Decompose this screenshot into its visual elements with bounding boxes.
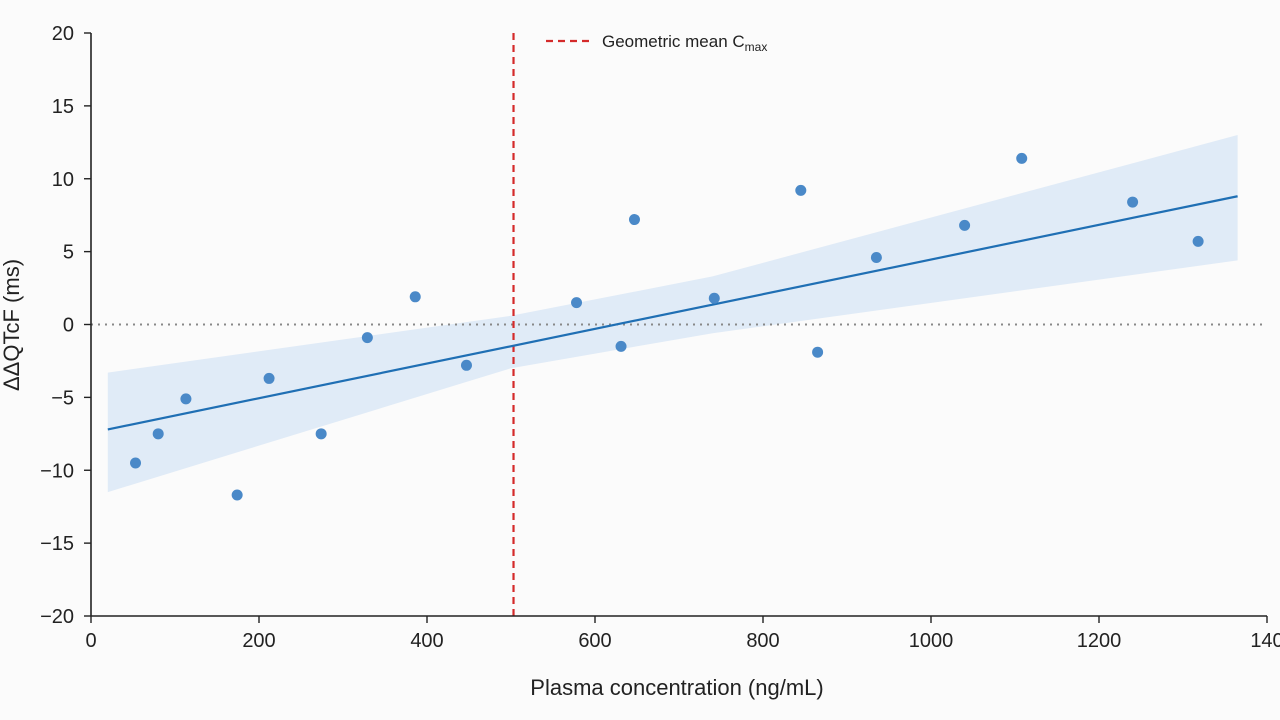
data-point-10	[571, 297, 583, 309]
x-tick-label-200: 200	[242, 630, 275, 652]
axes-layer: 0 200 400 600 800 1000 1200 140 20 15 10 5 0 −5 −10 −15…	[40, 23, 1280, 652]
data-point-6	[315, 428, 327, 440]
data-point-5	[263, 372, 275, 384]
reference-lines-layer	[91, 33, 1267, 616]
x-tick-label-0: 0	[85, 630, 96, 652]
data-points-layer	[130, 152, 1204, 501]
data-point-4	[231, 489, 243, 501]
legend-cmax-label-main: Geometric mean C	[602, 32, 745, 51]
legend: Geometric mean Cmax	[546, 32, 767, 54]
y-tick-label--20: −20	[40, 606, 74, 628]
regression-line	[107, 195, 1238, 431]
x-tick-label-1200: 1200	[1077, 630, 1122, 652]
data-point-17	[959, 219, 971, 231]
y-tick-label-20: 20	[52, 23, 74, 45]
y-axis-title: ΔΔQTcF (ms)	[0, 259, 24, 391]
legend-cmax-label-subscript: max	[745, 40, 768, 54]
x-tick-label-400: 400	[410, 630, 443, 652]
x-tick-label-600: 600	[578, 630, 611, 652]
x-tick-label-800: 800	[746, 630, 779, 652]
data-point-20	[1192, 235, 1204, 247]
data-point-13	[708, 292, 720, 304]
data-point-16	[870, 251, 882, 263]
data-point-9	[460, 359, 472, 371]
data-point-3	[180, 393, 192, 405]
data-point-2	[152, 428, 164, 440]
x-tick-label-1400: 140	[1250, 630, 1280, 652]
data-point-14	[795, 184, 807, 196]
regression-layer	[107, 195, 1238, 431]
y-tick-label-0: 0	[63, 315, 74, 337]
data-point-7	[361, 332, 373, 344]
legend-cmax-label: Geometric mean Cmax	[602, 32, 767, 54]
data-point-11	[615, 340, 627, 352]
y-tick-label--5: −5	[51, 387, 74, 409]
x-axis-title: Plasma concentration (ng/mL)	[530, 675, 823, 700]
data-point-15	[812, 346, 824, 358]
data-point-18	[1016, 152, 1028, 164]
data-point-12	[628, 214, 640, 226]
data-point-19	[1127, 196, 1139, 208]
data-point-1	[130, 457, 142, 469]
x-tick-label-1000: 1000	[909, 630, 954, 652]
data-point-8	[409, 291, 421, 303]
y-tick-label-5: 5	[63, 242, 74, 264]
y-tick-label--10: −10	[40, 460, 74, 482]
y-tick-label-10: 10	[52, 169, 74, 191]
y-tick-label-15: 15	[52, 96, 74, 118]
y-tick-label--15: −15	[40, 533, 74, 555]
